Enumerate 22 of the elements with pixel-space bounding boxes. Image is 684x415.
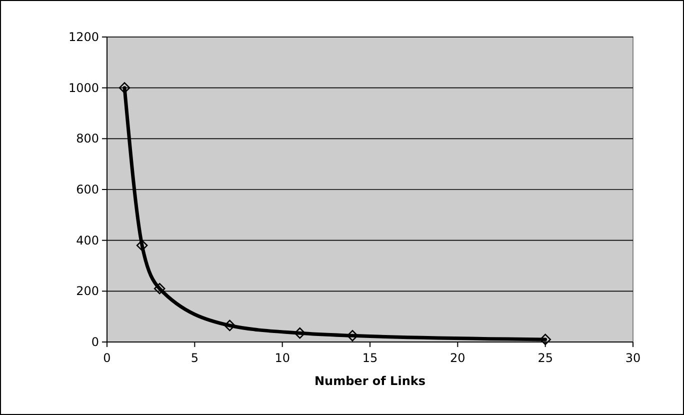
x-tick-label: 5 — [190, 351, 198, 365]
x-tick-label: 20 — [450, 351, 466, 365]
point — [136, 240, 148, 252]
point — [154, 282, 166, 294]
point — [346, 330, 358, 342]
y-tick-label: 1200 — [68, 30, 99, 44]
x-tick-label: 30 — [625, 351, 641, 365]
x-tick-label: 10 — [274, 351, 290, 365]
point — [540, 334, 551, 346]
x-axis-title: Number of Links — [314, 374, 426, 388]
point — [224, 320, 236, 332]
y-tick-label: 400 — [76, 233, 99, 248]
x-tick-label: 0 — [103, 351, 111, 365]
point — [118, 82, 130, 94]
y-tick-label: 1000 — [68, 80, 99, 95]
y-tick-label: 200 — [76, 284, 99, 298]
y-tick-label: 600 — [76, 182, 99, 196]
y-tick-label: 0 — [91, 335, 99, 349]
x-tick-label: 15 — [362, 351, 378, 365]
x-tick-label: 25 — [538, 351, 553, 365]
point — [294, 327, 306, 339]
y-tick-label: 800 — [76, 132, 99, 146]
